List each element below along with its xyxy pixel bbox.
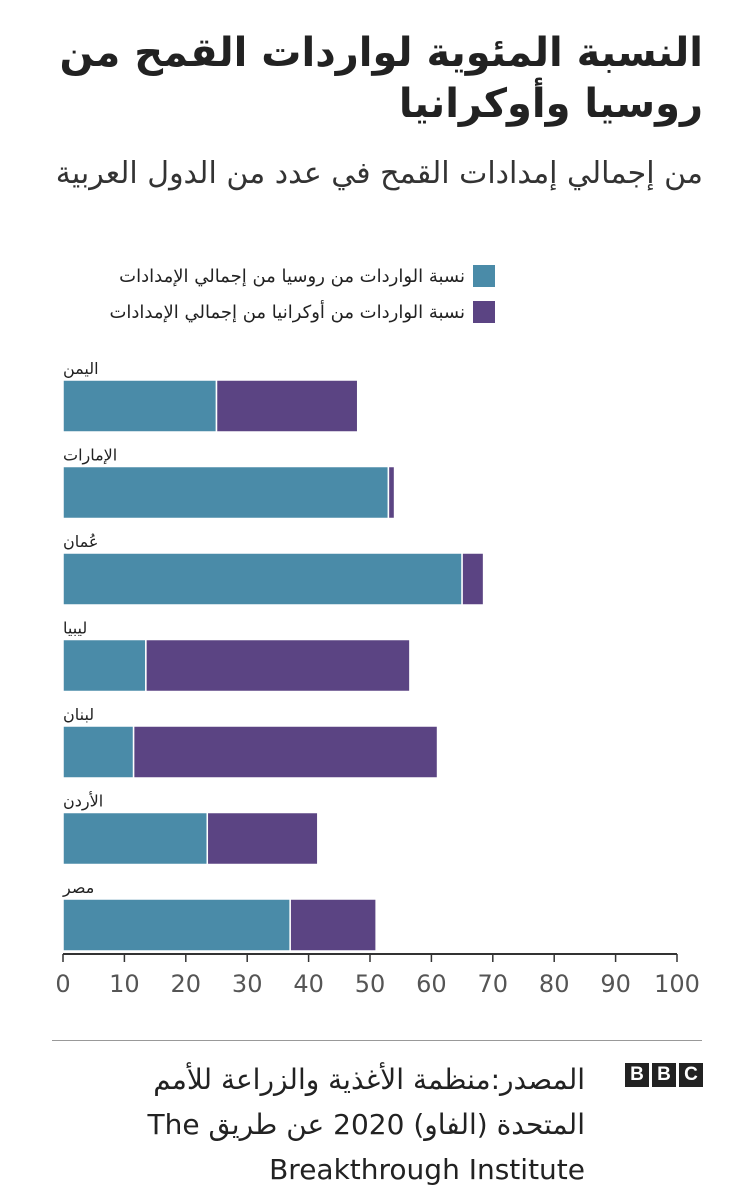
bar-segment-ukraine: [132, 725, 439, 779]
chart-title: النسبة المئوية لواردات القمح من روسيا وأ…: [59, 30, 703, 128]
bar-segment-ukraine: [289, 898, 377, 952]
legend-item-ukraine: نسبة الواردات من أوكرانيا من إجمالي الإم…: [109, 294, 495, 330]
bar-segment-ukraine: [387, 465, 396, 520]
bar-segment-russia: [62, 725, 135, 779]
bbc-logo-letter: C: [679, 1063, 703, 1087]
category-label: الإمارات: [63, 446, 117, 466]
category-label: الأردن: [63, 791, 103, 812]
legend-label-ukraine: نسبة الواردات من أوكرانيا من إجمالي الإم…: [109, 301, 465, 323]
x-tick-label: 0: [55, 970, 70, 998]
x-tick-label: 90: [600, 970, 631, 998]
x-tick-label: 50: [355, 970, 386, 998]
bbc-logo-letter: B: [652, 1063, 676, 1087]
bar-segment-ukraine: [215, 379, 359, 433]
legend: نسبة الواردات من روسيا من إجمالي الإمداد…: [109, 258, 495, 330]
x-tick-label: 100: [654, 970, 700, 998]
x-tick-label: 10: [109, 970, 140, 998]
bbc-logo: B B C: [625, 1063, 703, 1087]
legend-label-russia: نسبة الواردات من روسيا من إجمالي الإمداد…: [119, 265, 465, 287]
category-label: ليبيا: [63, 619, 87, 638]
source-note: المصدر:منظمة الأغذية والزراعة للأمم المت…: [147, 1063, 585, 1186]
legend-swatch-russia: [473, 265, 495, 287]
bar-segment-russia: [62, 465, 390, 520]
category-label: لبنان: [63, 705, 94, 724]
bar-segment-ukraine: [461, 552, 485, 606]
stacked-bar-chart: اليمن الإمارات عُمان ليبيا لبنان الأردن مصر 0 10…: [55, 359, 700, 998]
bar-segment-russia: [62, 379, 218, 433]
x-tick-label: 70: [478, 970, 509, 998]
x-tick-label: 60: [416, 970, 447, 998]
bar-segment-ukraine: [206, 811, 319, 866]
x-tick-label: 40: [293, 970, 324, 998]
bar-segment-russia: [62, 811, 209, 866]
bar-segment-russia: [62, 638, 147, 693]
bar-segment-russia: [62, 552, 463, 606]
footer-divider: [52, 1040, 702, 1041]
legend-item-russia: نسبة الواردات من روسيا من إجمالي الإمداد…: [109, 258, 495, 294]
bar-segment-ukraine: [145, 638, 411, 693]
chart-subtitle: من إجمالي إمدادات القمح في عدد من الدول …: [55, 156, 703, 191]
legend-swatch-ukraine: [473, 301, 495, 323]
x-tick-label: 80: [539, 970, 570, 998]
category-label: مصر: [62, 878, 94, 898]
x-tick-label: 20: [171, 970, 202, 998]
x-tick-label: 30: [232, 970, 263, 998]
category-label: اليمن: [63, 359, 99, 379]
bar-segment-russia: [62, 898, 291, 952]
bbc-logo-letter: B: [625, 1063, 649, 1087]
category-label: عُمان: [63, 532, 98, 551]
